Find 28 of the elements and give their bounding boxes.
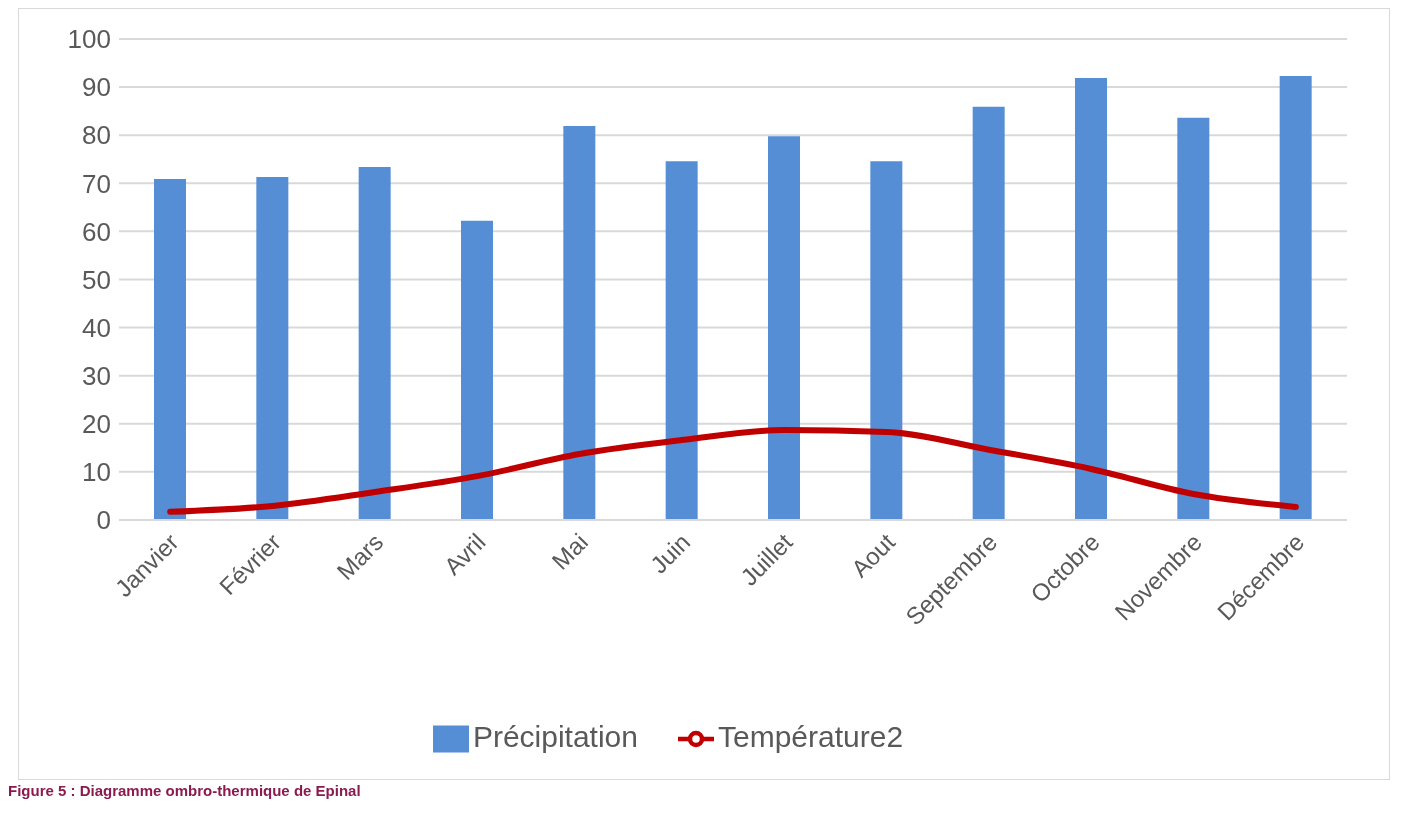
- y-tick-label: 100: [67, 24, 111, 55]
- y-tick-label: 30: [82, 360, 111, 391]
- bar: [256, 177, 289, 520]
- y-tick-label: 80: [82, 120, 111, 151]
- bar: [1279, 76, 1312, 520]
- legend-label: Température2: [717, 719, 904, 753]
- bar: [768, 136, 800, 520]
- bar: [461, 220, 493, 520]
- x-tick-label: Mai: [546, 528, 593, 575]
- y-tick-label: 20: [82, 408, 111, 439]
- bar: [972, 106, 1005, 520]
- legend-label: Précipitation: [472, 719, 638, 753]
- bar: [154, 178, 186, 520]
- bar: [358, 166, 391, 520]
- y-tick-label: 60: [82, 216, 111, 247]
- y-tick-label: 50: [82, 264, 111, 295]
- bar: [563, 126, 596, 520]
- bar: [665, 161, 698, 520]
- bar: [1075, 77, 1107, 520]
- caption: Figure 5 : Diagramme ombro-thermique de Epinal: [8, 782, 362, 799]
- y-tick-label: 70: [82, 168, 111, 199]
- y-tick-label: 10: [82, 457, 111, 488]
- bar: [870, 161, 903, 520]
- y-tick-label: 40: [82, 312, 111, 343]
- x-tick-label: Juin: [645, 528, 696, 579]
- y-tick-label: 90: [82, 72, 111, 103]
- bar: [1177, 117, 1210, 520]
- y-tick-label: 0: [96, 505, 111, 536]
